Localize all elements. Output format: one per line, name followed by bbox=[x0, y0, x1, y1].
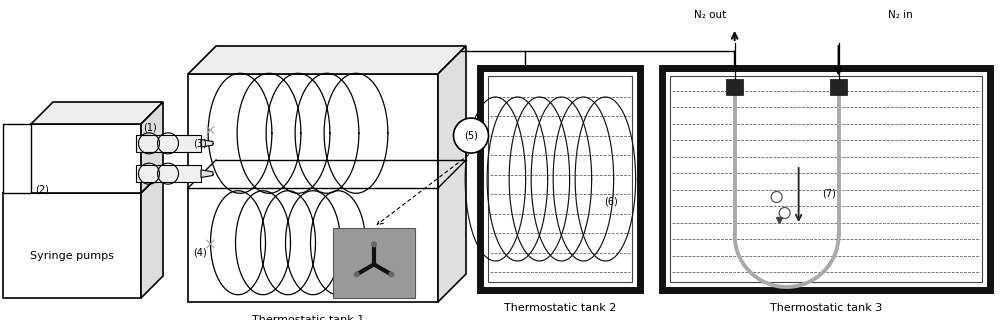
Polygon shape bbox=[31, 102, 163, 124]
Circle shape bbox=[354, 271, 360, 277]
Circle shape bbox=[371, 241, 377, 247]
Text: (2): (2) bbox=[35, 185, 49, 195]
Text: N₂ out: N₂ out bbox=[694, 10, 727, 20]
FancyBboxPatch shape bbox=[726, 79, 743, 95]
Polygon shape bbox=[201, 140, 213, 147]
FancyBboxPatch shape bbox=[488, 76, 632, 282]
Polygon shape bbox=[438, 46, 466, 302]
Text: Thermostatic tank 1: Thermostatic tank 1 bbox=[252, 315, 364, 320]
Polygon shape bbox=[141, 102, 163, 193]
Polygon shape bbox=[141, 171, 163, 298]
Text: (3): (3) bbox=[193, 138, 207, 148]
Polygon shape bbox=[3, 124, 31, 193]
Text: (6): (6) bbox=[604, 196, 618, 206]
Text: (1): (1) bbox=[143, 122, 157, 132]
FancyBboxPatch shape bbox=[333, 228, 415, 298]
Polygon shape bbox=[188, 46, 466, 74]
Circle shape bbox=[388, 271, 394, 277]
Text: Thermostatic tank 2: Thermostatic tank 2 bbox=[504, 303, 616, 313]
Polygon shape bbox=[201, 170, 213, 178]
Polygon shape bbox=[188, 74, 438, 302]
FancyBboxPatch shape bbox=[670, 76, 982, 282]
Text: ×: × bbox=[204, 237, 216, 252]
FancyBboxPatch shape bbox=[136, 135, 201, 152]
Text: (5): (5) bbox=[464, 131, 478, 140]
Text: (7): (7) bbox=[822, 188, 836, 198]
Text: Thermostatic tank 3: Thermostatic tank 3 bbox=[770, 303, 882, 313]
Text: Syringe pumps: Syringe pumps bbox=[30, 251, 114, 261]
Text: N₂ in: N₂ in bbox=[888, 10, 913, 20]
FancyBboxPatch shape bbox=[136, 165, 201, 182]
FancyBboxPatch shape bbox=[480, 68, 640, 290]
Polygon shape bbox=[3, 171, 163, 193]
Text: ×: × bbox=[204, 124, 216, 139]
Polygon shape bbox=[31, 124, 141, 193]
Polygon shape bbox=[3, 193, 141, 298]
FancyBboxPatch shape bbox=[662, 68, 990, 290]
FancyBboxPatch shape bbox=[830, 79, 847, 95]
Text: (4): (4) bbox=[193, 248, 207, 258]
Circle shape bbox=[454, 118, 488, 153]
